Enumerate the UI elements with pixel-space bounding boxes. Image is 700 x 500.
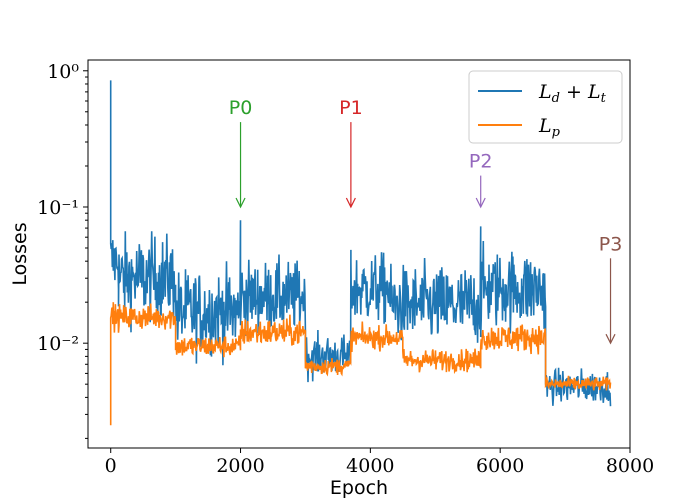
annotation-label: P3 <box>599 233 623 255</box>
annotation-arrow-head <box>605 333 616 345</box>
x-axis-title: Epoch <box>330 477 388 499</box>
y-tick-label: 10⁰ <box>47 61 79 83</box>
annotation-arrow-head <box>345 197 356 209</box>
series-line-ld-lt <box>109 80 612 407</box>
x-tick-label: 2000 <box>216 455 264 477</box>
annotation-label: P1 <box>339 97 363 119</box>
legend-label: Lp <box>538 115 561 140</box>
y-tick-label: 10⁻² <box>37 333 79 355</box>
x-tick-label: 0 <box>105 455 117 477</box>
annotation-p1: P1 <box>339 97 363 209</box>
y-axis-title: Losses <box>9 222 31 285</box>
legend-entry-lp: Lp <box>478 115 561 140</box>
x-tick-label: 4000 <box>346 455 394 477</box>
annotation-label: P2 <box>469 151 493 173</box>
annotation-p3: P3 <box>599 233 623 345</box>
annotation-arrow-head <box>235 197 246 209</box>
annotation-label: P0 <box>229 97 253 119</box>
series-line-lp <box>109 302 612 426</box>
legend-label: Ld + Lt <box>538 81 607 106</box>
axes: 0 2000 4000 6000 8000 10⁻² 10⁻¹ 10⁰ Epoch Losses <box>9 59 654 499</box>
plot-frame <box>87 59 631 449</box>
annotation-p0: P0 <box>229 97 253 209</box>
plot-area <box>109 80 612 426</box>
legend: Ld + Lt Lp <box>468 70 623 144</box>
annotation-p2: P2 <box>469 151 493 209</box>
y-tick-label: 10⁻¹ <box>37 197 79 219</box>
annotation-arrow-head <box>475 197 486 209</box>
annotations: P0 P1 P2 P3 <box>229 97 623 345</box>
x-tick-label: 8000 <box>606 455 654 477</box>
legend-entry-ld-lt: Ld + Lt <box>478 81 607 106</box>
x-tick-label: 6000 <box>476 455 524 477</box>
